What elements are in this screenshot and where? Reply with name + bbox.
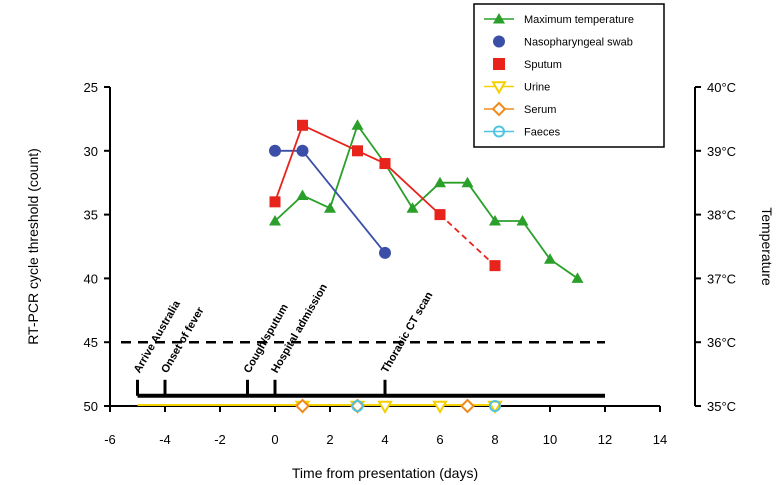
series-line-segment <box>274 124 304 203</box>
legend-label: Faeces <box>524 127 561 139</box>
data-point <box>434 176 446 188</box>
data-point <box>379 246 391 259</box>
data-point <box>489 214 501 226</box>
legend-item: Sputum <box>493 58 562 71</box>
data-point <box>351 119 364 130</box>
data-point <box>493 58 505 70</box>
data-point <box>269 214 281 226</box>
y-tick-label: 25 <box>84 80 98 95</box>
y-tick-label: 45 <box>84 335 98 350</box>
y2-tick-label: 35°C <box>707 399 736 414</box>
legend-label: Serum <box>524 104 556 116</box>
x-tick-label: 6 <box>436 432 443 447</box>
data-point <box>377 400 393 414</box>
series-line-segment <box>356 124 386 165</box>
data-point <box>571 272 584 283</box>
data-point <box>296 189 309 200</box>
x-tick-label: 10 <box>543 432 557 447</box>
series-group <box>269 119 584 414</box>
data-point <box>493 35 505 48</box>
data-point <box>491 81 507 95</box>
data-point <box>352 145 363 157</box>
legend-item: Nasopharyngeal swab <box>493 35 633 49</box>
data-point <box>351 400 364 412</box>
legend-item: Urine <box>484 81 550 95</box>
legend-item: Faeces <box>484 125 561 139</box>
data-point <box>295 398 310 414</box>
x-tick-label: 14 <box>653 432 667 447</box>
series-line-segment <box>521 220 551 260</box>
data-point <box>493 13 505 24</box>
series-nasopharyngeal-swab <box>269 144 391 259</box>
y-tick-label: 50 <box>84 399 98 414</box>
data-point <box>516 214 529 226</box>
legend-label: Sputum <box>524 59 562 71</box>
y-axis-label: RT-PCR cycle threshold (count) <box>25 148 41 345</box>
series-line-segment <box>384 163 414 209</box>
data-point <box>491 101 507 117</box>
legend-label: Maximum temperature <box>524 14 634 26</box>
series-line-segment <box>384 162 441 216</box>
x-tick-label: -6 <box>104 432 116 447</box>
data-point <box>434 209 446 221</box>
legend: Maximum temperature Nasopharyngeal swab Sp… <box>473 3 665 148</box>
data-point <box>489 400 501 412</box>
data-point <box>493 125 505 138</box>
x-tick-label: -2 <box>214 432 226 447</box>
y2-tick-label: 40°C <box>707 80 736 95</box>
series-line-segment <box>329 124 359 209</box>
y-tick-label: 40 <box>84 271 98 286</box>
data-point <box>269 144 281 157</box>
data-point <box>296 144 309 157</box>
x-tick-label: 2 <box>326 432 333 447</box>
x-axis-label: Time from presentation (days) <box>292 465 478 481</box>
data-point <box>461 176 474 188</box>
legend-box <box>473 3 665 148</box>
event-label: Thoracic CT scan <box>379 290 435 376</box>
series-line-segment <box>302 124 358 152</box>
series-line-segment <box>439 213 496 267</box>
y2-tick-label: 39°C <box>707 144 736 159</box>
data-point <box>297 119 308 131</box>
legend-label: Urine <box>524 82 550 94</box>
series-line-segment <box>466 182 496 222</box>
data-point <box>324 202 336 213</box>
data-point <box>460 398 475 414</box>
x-tick-label: -4 <box>159 432 171 447</box>
data-point <box>489 260 501 272</box>
legend-item: Maximum temperature <box>484 13 634 26</box>
y2-tick-label: 38°C <box>707 208 736 223</box>
x-tick-label: 4 <box>381 432 388 447</box>
x-tick-label: 12 <box>598 432 612 447</box>
legend-item: Serum <box>484 101 556 117</box>
series-line-segment <box>301 150 386 254</box>
x-tick-label: 0 <box>271 432 278 447</box>
y-tick-label: 35 <box>84 208 98 223</box>
y2-tick-label: 36°C <box>707 335 736 350</box>
x-tick-label: 8 <box>491 432 498 447</box>
series-sputum <box>269 119 501 272</box>
data-point <box>432 400 448 414</box>
y2-tick-label: 37°C <box>707 271 736 286</box>
y2-axis-label: Temperature <box>759 207 775 286</box>
data-point <box>544 253 556 264</box>
series-faeces <box>351 400 501 412</box>
y-tick-label: 30 <box>84 144 98 159</box>
data-point <box>406 202 419 213</box>
data-point <box>269 196 281 208</box>
data-point <box>379 158 391 170</box>
legend-label: Nasopharyngeal swab <box>524 37 633 49</box>
